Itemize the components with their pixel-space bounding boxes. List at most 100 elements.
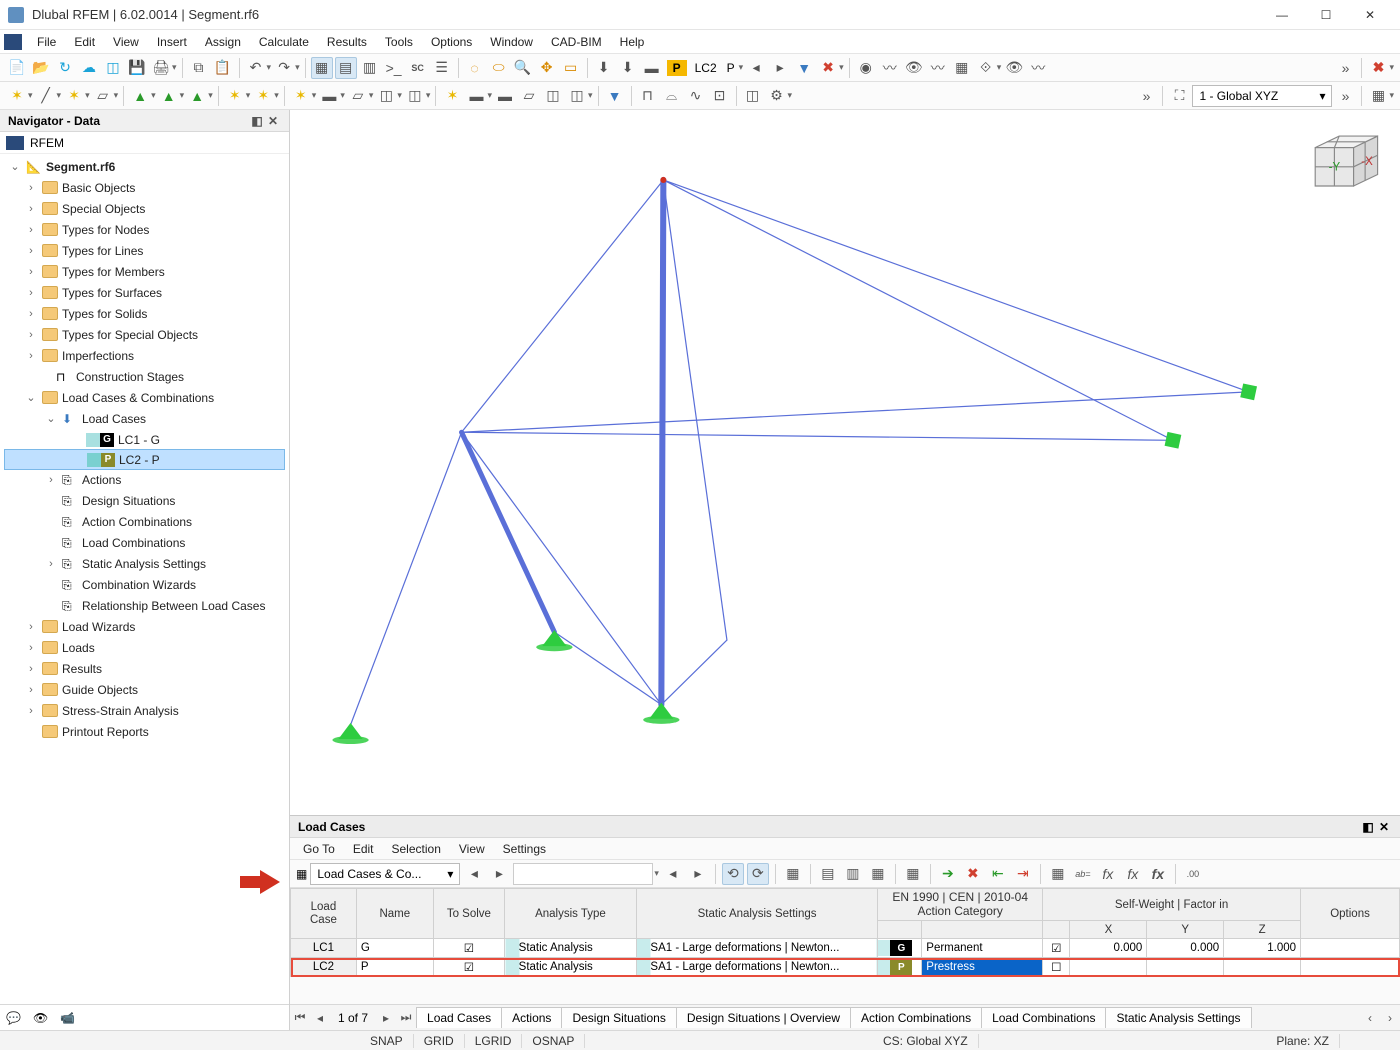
v3-icon[interactable]: ∿ — [685, 85, 707, 107]
expander-icon[interactable]: › — [24, 287, 38, 299]
expander-icon[interactable]: › — [24, 684, 38, 696]
col-sas[interactable]: Static Analysis Settings — [636, 889, 878, 939]
orientation-cube[interactable]: -Y -X — [1296, 118, 1392, 206]
pager-last-icon[interactable]: ⏭ — [396, 1010, 416, 1025]
lp-fx1-icon[interactable]: fx — [1097, 863, 1119, 885]
tree-item[interactable]: › Guide Objects — [0, 679, 289, 700]
tree-lcc[interactable]: ⌄ Load Cases & Combinations — [0, 387, 289, 408]
lp-mode2-icon[interactable]: ⟳ — [747, 863, 769, 885]
menu-options[interactable]: Options — [422, 32, 481, 52]
col-name[interactable]: Name — [356, 889, 433, 939]
lp-goto[interactable]: Go To — [294, 840, 344, 858]
status-lgrid[interactable]: LGRID — [465, 1034, 523, 1048]
refresh-icon[interactable]: ↻ — [54, 57, 76, 79]
menu-results[interactable]: Results — [318, 32, 376, 52]
new-icon[interactable]: 📄 — [6, 57, 28, 79]
col-loadcase[interactable]: LoadCase — [291, 889, 357, 939]
tree-item[interactable]: › Imperfections — [0, 345, 289, 366]
close-panel-icon[interactable]: ✕ — [265, 114, 281, 128]
lp-selection[interactable]: Selection — [383, 840, 450, 858]
expander-icon[interactable]: › — [24, 642, 38, 654]
zoom-icon[interactable]: 🔍 — [512, 57, 534, 79]
lp-edit[interactable]: Edit — [344, 840, 383, 858]
viewport-3d[interactable]: -Y -X — [290, 110, 1400, 815]
lp-navnext-icon[interactable]: ▸ — [687, 863, 709, 885]
lp-t2-icon[interactable]: ▥ — [842, 863, 864, 885]
cell-name[interactable]: P — [356, 958, 433, 977]
minimize-button[interactable]: — — [1260, 1, 1304, 29]
menu-calculate[interactable]: Calculate — [250, 32, 318, 52]
tree-subitem[interactable]: › ⎘ Static Analysis Settings — [0, 553, 289, 574]
menu-tools[interactable]: Tools — [376, 32, 422, 52]
lp-next-icon[interactable]: ▸ — [488, 863, 510, 885]
res6-icon[interactable]: ⟐ — [975, 57, 997, 79]
sc-icon[interactable]: SC — [407, 57, 429, 79]
expander-icon[interactable]: › — [24, 266, 38, 278]
col-z[interactable]: Z — [1224, 921, 1301, 939]
tree-item[interactable]: › Types for Nodes — [0, 219, 289, 240]
maximize-button[interactable]: ☐ — [1304, 1, 1348, 29]
cloud-icon[interactable]: ☁ — [78, 57, 100, 79]
menu-assign[interactable]: Assign — [196, 32, 250, 52]
v2-icon[interactable]: ⌓ — [661, 85, 683, 107]
lp-settings[interactable]: Settings — [494, 840, 555, 858]
pager-tab[interactable]: Load Cases — [416, 1007, 502, 1028]
expander-icon[interactable]: › — [24, 224, 38, 236]
lp-mode1-icon[interactable]: ⟲ — [722, 863, 744, 885]
lp-prev-icon[interactable]: ◂ — [463, 863, 485, 885]
cell-ac-text[interactable]: Permanent — [922, 939, 1043, 958]
col-atype[interactable]: Analysis Type — [505, 889, 637, 939]
tree-subitem[interactable]: ⎘ Action Combinations — [0, 511, 289, 532]
tree-item[interactable]: › Results — [0, 658, 289, 679]
res1-icon[interactable]: ◉ — [855, 57, 877, 79]
close-button[interactable]: ✕ — [1348, 1, 1392, 29]
expander-icon[interactable]: › — [24, 245, 38, 257]
expander-icon[interactable]: › — [24, 621, 38, 633]
overflow2-icon[interactable]: » — [1135, 85, 1157, 107]
block-icon[interactable]: ◫ — [102, 57, 124, 79]
member-icon[interactable]: ✶ — [63, 85, 85, 107]
cell-sas[interactable]: SA1 - Large deformations | Newton... — [636, 939, 878, 958]
pager-tab[interactable]: Design Situations | Overview — [676, 1007, 851, 1028]
col-y[interactable]: Y — [1147, 921, 1224, 939]
lp-t1-icon[interactable]: ▤ — [817, 863, 839, 885]
v1-icon[interactable]: ⊓ — [637, 85, 659, 107]
pager-tab[interactable]: Static Analysis Settings — [1105, 1007, 1251, 1028]
tree-item[interactable]: Printout Reports — [0, 721, 289, 742]
print-icon[interactable]: 🖨 — [150, 57, 172, 79]
tree-subitem[interactable]: ⎘ Load Combinations — [0, 532, 289, 553]
paste-icon[interactable]: 📋 — [212, 57, 234, 79]
surface-icon[interactable]: ▱ — [92, 85, 114, 107]
expander-icon[interactable]: ⌄ — [44, 412, 58, 425]
res8-icon[interactable]: 〰 — [1027, 57, 1049, 79]
expander-icon[interactable]: › — [24, 308, 38, 320]
scroll-right-icon[interactable]: › — [1380, 1011, 1400, 1025]
chat-icon[interactable]: 💬 — [6, 1011, 21, 1025]
coord-system-combo[interactable]: 1 - Global XYZ▾ — [1192, 85, 1332, 107]
lp-go-icon[interactable]: ➔ — [937, 863, 959, 885]
tree-lc2[interactable]: P LC2 - P — [4, 449, 285, 470]
menu-cadbim[interactable]: CAD-BIM — [542, 32, 611, 52]
col-options[interactable]: Options — [1301, 889, 1400, 939]
tree-root[interactable]: RFEM — [0, 132, 289, 154]
cell-z[interactable]: 1.000 — [1224, 939, 1301, 958]
video-icon[interactable]: 📹 — [60, 1011, 75, 1025]
load3-icon[interactable]: ▬ — [641, 57, 663, 79]
cell-y[interactable] — [1147, 958, 1224, 977]
pager-first-icon[interactable]: ⏮ — [290, 1010, 310, 1025]
cell-atype[interactable]: Static Analysis — [505, 958, 637, 977]
ld1-icon[interactable]: ✶ — [224, 85, 246, 107]
v4-icon[interactable]: ⊡ — [709, 85, 731, 107]
table-row[interactable]: LC2 P ☑ Static Analysis SA1 - Large defo… — [291, 958, 1400, 977]
cell-solve[interactable]: ☑ — [433, 939, 504, 958]
cell-sw[interactable]: ☑ — [1043, 939, 1070, 958]
menu-insert[interactable]: Insert — [148, 32, 196, 52]
node-icon[interactable]: ✶ — [6, 85, 28, 107]
tree-item[interactable]: › Stress-Strain Analysis — [0, 700, 289, 721]
undock-lp-icon[interactable]: ◧ — [1360, 820, 1376, 834]
im5-icon[interactable]: ◫ — [542, 85, 564, 107]
v6-icon[interactable]: ⚙ — [766, 85, 788, 107]
ld3-icon[interactable]: ✶ — [290, 85, 312, 107]
menu-view[interactable]: View — [104, 32, 148, 52]
scroll-left-icon[interactable]: ‹ — [1360, 1011, 1380, 1025]
